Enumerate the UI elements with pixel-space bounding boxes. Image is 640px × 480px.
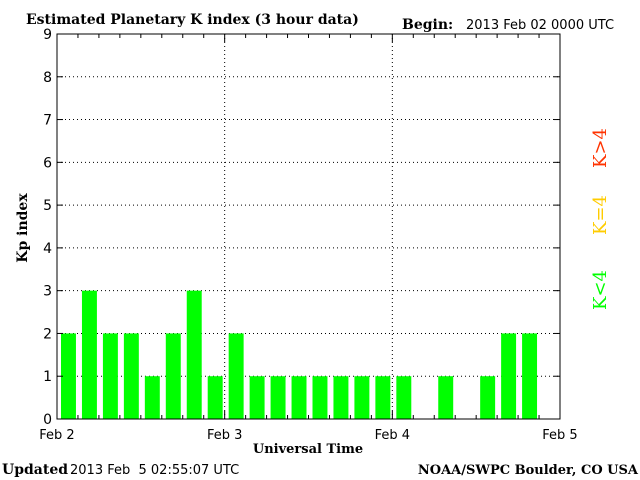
y-tick-label: 2: [43, 326, 52, 342]
legend-high: K>4: [590, 128, 611, 168]
x-axis-label: Universal Time: [253, 442, 363, 457]
x-tick-label: Feb 2: [39, 428, 74, 443]
kp-bar: [144, 376, 160, 419]
x-tick-label: Feb 5: [542, 428, 577, 443]
y-tick-label: 8: [43, 70, 52, 86]
kp-bar: [375, 376, 391, 419]
y-tick-label: 7: [43, 113, 52, 129]
kp-bar: [207, 376, 223, 419]
kp-bar: [501, 333, 517, 419]
kp-bar: [522, 333, 538, 419]
kp-bar: [61, 333, 76, 419]
kp-bar: [165, 333, 181, 419]
kp-bar: [291, 376, 307, 419]
kp-bar: [312, 376, 328, 419]
y-tick-label: 6: [43, 155, 52, 171]
updated-value: 2013 Feb 5 02:55:07 UTC: [70, 463, 239, 478]
bars: [61, 290, 538, 419]
begin-value: 2013 Feb 02 0000 UTC: [466, 18, 614, 33]
kp-bar: [333, 376, 349, 419]
kp-bar: [123, 333, 139, 419]
kp-bar: [270, 376, 286, 419]
kp-bar: [186, 290, 202, 419]
kp-bar: [480, 376, 496, 419]
kp-bar: [102, 333, 118, 419]
y-tick-label: 5: [43, 198, 52, 214]
legend-equal: K=4: [590, 195, 611, 235]
kp-bar: [354, 376, 370, 419]
grid-lines: [57, 34, 560, 419]
x-tick-label: Feb 4: [375, 428, 410, 443]
x-tick-label: Feb 3: [207, 428, 242, 443]
x-tick-labels: Feb 2 Feb 3 Feb 4 Feb 5: [39, 428, 577, 443]
kp-bar: [438, 376, 454, 419]
axis-ticks: [56, 33, 561, 420]
y-tick-label: 4: [43, 241, 52, 257]
kp-bar: [396, 376, 412, 419]
updated-label: Updated: [2, 462, 68, 478]
kp-bar: [228, 333, 244, 419]
kp-bar: [249, 376, 265, 419]
source-credit: NOAA/SWPC Boulder, CO USA: [418, 463, 639, 478]
chart-title: Estimated Planetary K index (3 hour data…: [26, 12, 359, 28]
legend-low: K<4: [590, 270, 611, 310]
y-tick-label: 9: [43, 27, 52, 43]
y-axis-label: Kp index: [15, 193, 31, 263]
y-tick-label: 1: [43, 369, 52, 385]
y-tick-label: 0: [43, 412, 52, 428]
y-tick-label: 3: [43, 284, 52, 300]
kp-bar: [81, 290, 97, 419]
begin-label: Begin:: [402, 17, 453, 33]
y-tick-labels: 0 1 2 3 4 5 6 7 8 9: [43, 27, 52, 428]
